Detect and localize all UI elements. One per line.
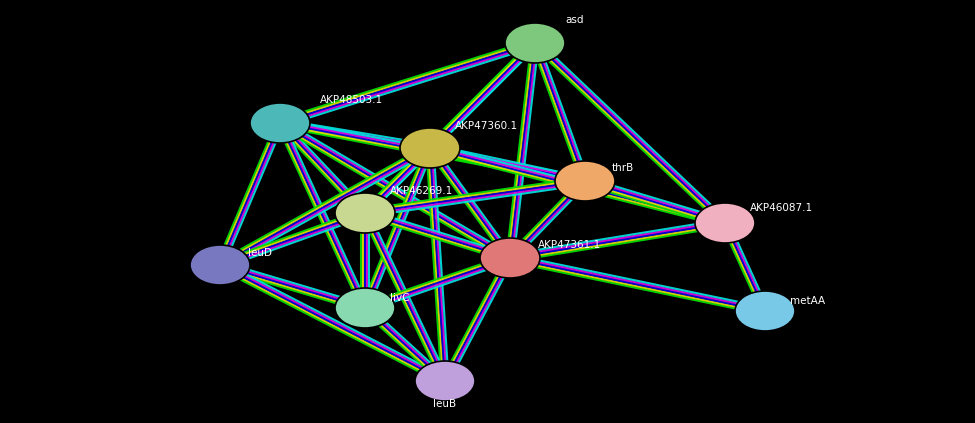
Text: AKP47361.1: AKP47361.1 bbox=[538, 240, 602, 250]
Text: AKP46087.1: AKP46087.1 bbox=[750, 203, 813, 213]
Ellipse shape bbox=[335, 193, 395, 233]
Ellipse shape bbox=[555, 161, 615, 201]
Ellipse shape bbox=[250, 103, 310, 143]
Ellipse shape bbox=[415, 361, 475, 401]
Text: leuB: leuB bbox=[434, 399, 456, 409]
Ellipse shape bbox=[190, 245, 250, 285]
Ellipse shape bbox=[735, 291, 795, 331]
Text: AKP46269.1: AKP46269.1 bbox=[390, 186, 453, 196]
Text: leuD: leuD bbox=[248, 248, 272, 258]
Ellipse shape bbox=[400, 128, 460, 168]
Text: asd: asd bbox=[565, 15, 583, 25]
Text: AKP48503.1: AKP48503.1 bbox=[320, 95, 383, 105]
Text: livC: livC bbox=[390, 293, 409, 303]
Ellipse shape bbox=[335, 288, 395, 328]
Ellipse shape bbox=[480, 238, 540, 278]
Text: metAA: metAA bbox=[790, 296, 825, 306]
Text: AKP47360.1: AKP47360.1 bbox=[455, 121, 518, 131]
Ellipse shape bbox=[505, 23, 565, 63]
Ellipse shape bbox=[695, 203, 755, 243]
Text: thrB: thrB bbox=[612, 163, 635, 173]
